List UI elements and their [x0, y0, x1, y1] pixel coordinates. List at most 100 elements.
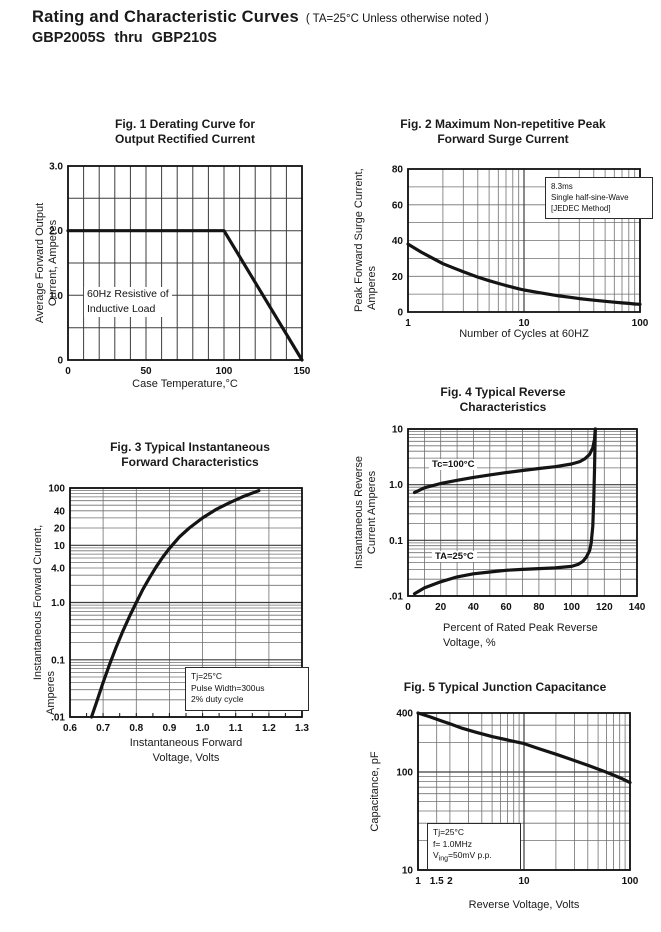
svg-text:1.2: 1.2 [262, 723, 276, 734]
fig2-note-line2: Single half-sine-Wave [551, 193, 629, 202]
svg-text:1.5: 1.5 [430, 876, 444, 887]
fig4-y-axis-title-line2: Current Amperes [366, 470, 378, 555]
fig4-y-axis-title: Instantaneous Reverse Current Amperes [353, 429, 379, 596]
fig4-title: Fig. 4 Typical Reverse Characteristics [363, 385, 643, 415]
svg-text:140: 140 [629, 602, 646, 613]
svg-text:20: 20 [435, 602, 447, 613]
svg-text:1: 1 [415, 876, 421, 887]
fig2-y-axis-title-line2: Amperes [366, 265, 378, 310]
fig3-x-axis-title: Instantaneous Forward Voltage, Volts [86, 736, 286, 766]
fig3-note-line2: Pulse Width=300us [191, 682, 265, 693]
fig2-note-line1: 8.3ms [551, 182, 573, 191]
fig5-note-line2: f= 1.0MHz [433, 838, 472, 849]
svg-text:40: 40 [54, 506, 66, 517]
svg-text:40: 40 [468, 602, 480, 613]
fig2-chart: 1 10 100 0 20 40 60 80 [392, 165, 649, 330]
svg-text:60: 60 [392, 200, 404, 211]
fig2-test-conditions-note: 8.3ms Single half-sine-Wave [JEDEC Metho… [545, 177, 653, 219]
svg-text:10: 10 [54, 541, 66, 552]
page-title: Rating and Characteristic Curves [32, 8, 299, 26]
svg-text:50: 50 [140, 366, 152, 377]
svg-text:100: 100 [563, 602, 580, 613]
fig3-title-line2: Forward Characteristics [121, 455, 259, 469]
svg-text:100: 100 [48, 484, 65, 495]
fig1-title-line2: Output Rectified Current [115, 132, 255, 146]
fig4-y-axis-title-line1: Instantaneous Reverse [353, 455, 365, 570]
fig1-y-axis-title-line2: Current, Amperes [47, 219, 59, 307]
svg-text:0.1: 0.1 [389, 536, 403, 547]
svg-text:0: 0 [65, 366, 71, 377]
svg-text:0.6: 0.6 [63, 723, 77, 734]
svg-text:20: 20 [54, 524, 66, 535]
svg-text:80: 80 [392, 165, 404, 176]
fig5-note-v-pre: V [433, 850, 439, 860]
page-header: Rating and Characteristic Curves ( TA=25… [32, 8, 489, 46]
svg-text:.01: .01 [51, 713, 65, 724]
fig5-title-line1: Fig. 5 Typical Junction Capacitance [403, 680, 607, 694]
svg-text:10: 10 [402, 866, 414, 877]
svg-text:0.1: 0.1 [51, 655, 65, 666]
svg-text:80: 80 [533, 602, 545, 613]
fig1-title: Fig. 1 Derating Curve for Output Rectifi… [45, 117, 325, 147]
fig5-x-axis-title: Reverse Voltage, Volts [424, 898, 624, 913]
fig2-y-axis-title: Peak Forward Surge Current, Amperes [353, 168, 379, 312]
svg-text:0: 0 [397, 308, 403, 319]
fig2-title-line2: Forward Surge Current [437, 132, 569, 146]
fig1-x-axis-title-line1: Case Temperature,°C [132, 378, 238, 390]
svg-text:10: 10 [518, 876, 530, 887]
svg-text:1.3: 1.3 [295, 723, 309, 734]
fig3-note-line1: Tj=25°C [191, 671, 223, 681]
svg-text:100: 100 [632, 318, 649, 329]
svg-text:100: 100 [622, 876, 639, 887]
fig1-chart: 0 50 100 150 0 1.0 2.0 3.0 [49, 162, 311, 378]
fig3-test-conditions-note: Tj=25°C Pulse Width=300us 2% duty cycle [185, 667, 309, 711]
svg-text:20: 20 [392, 272, 404, 283]
svg-text:100: 100 [396, 768, 413, 779]
fig5-y-axis-title-line1: Capacitance, pF [369, 751, 381, 832]
part-range: GBP2005S thru GBP210S [32, 30, 217, 46]
fig5-note-line1: Tj=25°C [433, 827, 465, 837]
fig2-x-axis-title-line1: Number of Cycles at 60HZ [459, 328, 589, 340]
fig3-x-axis-title-line2: Voltage, Volts [152, 752, 220, 764]
svg-text:150: 150 [294, 366, 311, 377]
fig4-x-axis-title: Percent of Rated Peak Reverse Voltage, % [443, 621, 661, 651]
svg-text:1.0: 1.0 [196, 723, 210, 734]
svg-text:.01: .01 [389, 592, 403, 603]
title-row: Rating and Characteristic Curves ( TA=25… [32, 8, 489, 27]
svg-text:0.9: 0.9 [162, 723, 176, 734]
fig4-x-axis-title-line2: Voltage, % [443, 637, 496, 649]
svg-text:0.7: 0.7 [96, 723, 110, 734]
svg-text:1.0: 1.0 [49, 291, 63, 302]
svg-text:3.0: 3.0 [49, 162, 63, 173]
figure-2-surge-current: Fig. 2 Maximum Non-repetitive Peak Forwa… [345, 115, 661, 365]
svg-text:2.0: 2.0 [49, 226, 63, 237]
fig5-y-axis-title: Capacitance, pF [369, 713, 382, 870]
fig1-load-note-line2: Inductive Load [87, 303, 156, 315]
fig4-chart: 0 20 40 60 80 100 120 140 10 1.0 0.1 .01 [389, 425, 646, 614]
fig5-chart: 1 1.5 2 10 100 400 100 10 [396, 709, 639, 888]
svg-text:120: 120 [596, 602, 613, 613]
figure-3-forward-characteristics: Fig. 3 Typical Instantaneous Forward Cha… [30, 440, 340, 775]
svg-text:1.0: 1.0 [51, 598, 65, 609]
svg-text:4.0: 4.0 [51, 564, 65, 575]
fig3-x-axis-title-line1: Instantaneous Forward [129, 737, 243, 749]
svg-text:10: 10 [392, 425, 404, 436]
fig1-load-note-line1: 60Hz Resistive of [87, 288, 169, 300]
fig1-load-note: 60Hz Resistive of Inductive Load [84, 287, 172, 317]
fig4-x-axis-title-line1: Percent of Rated Peak Reverse [443, 622, 598, 634]
fig1-y-axis-title-line1: Average Forward Output [34, 202, 46, 324]
svg-text:0: 0 [405, 602, 411, 613]
fig1-y-axis-title: Average Forward Output Current, Amperes [34, 166, 60, 360]
fig5-note-line3: Ving=50mV p.p. [433, 850, 515, 865]
svg-text:1: 1 [405, 318, 411, 329]
fig4-curve-label-ta25: TA=25°C [432, 551, 477, 562]
svg-text:100: 100 [216, 366, 233, 377]
fig3-note-line3: 2% duty cycle [191, 694, 244, 704]
fig3-title-line1: Fig. 3 Typical Instantaneous [110, 440, 270, 454]
fig2-y-axis-title-line1: Peak Forward Surge Current, [353, 168, 365, 312]
fig3-y-axis-title: Instantaneous Forward Current, Amperes [32, 488, 58, 717]
fig2-title-line1: Fig. 2 Maximum Non-repetitive Peak [400, 117, 606, 131]
svg-text:10: 10 [518, 318, 530, 329]
svg-text:0.8: 0.8 [129, 723, 143, 734]
